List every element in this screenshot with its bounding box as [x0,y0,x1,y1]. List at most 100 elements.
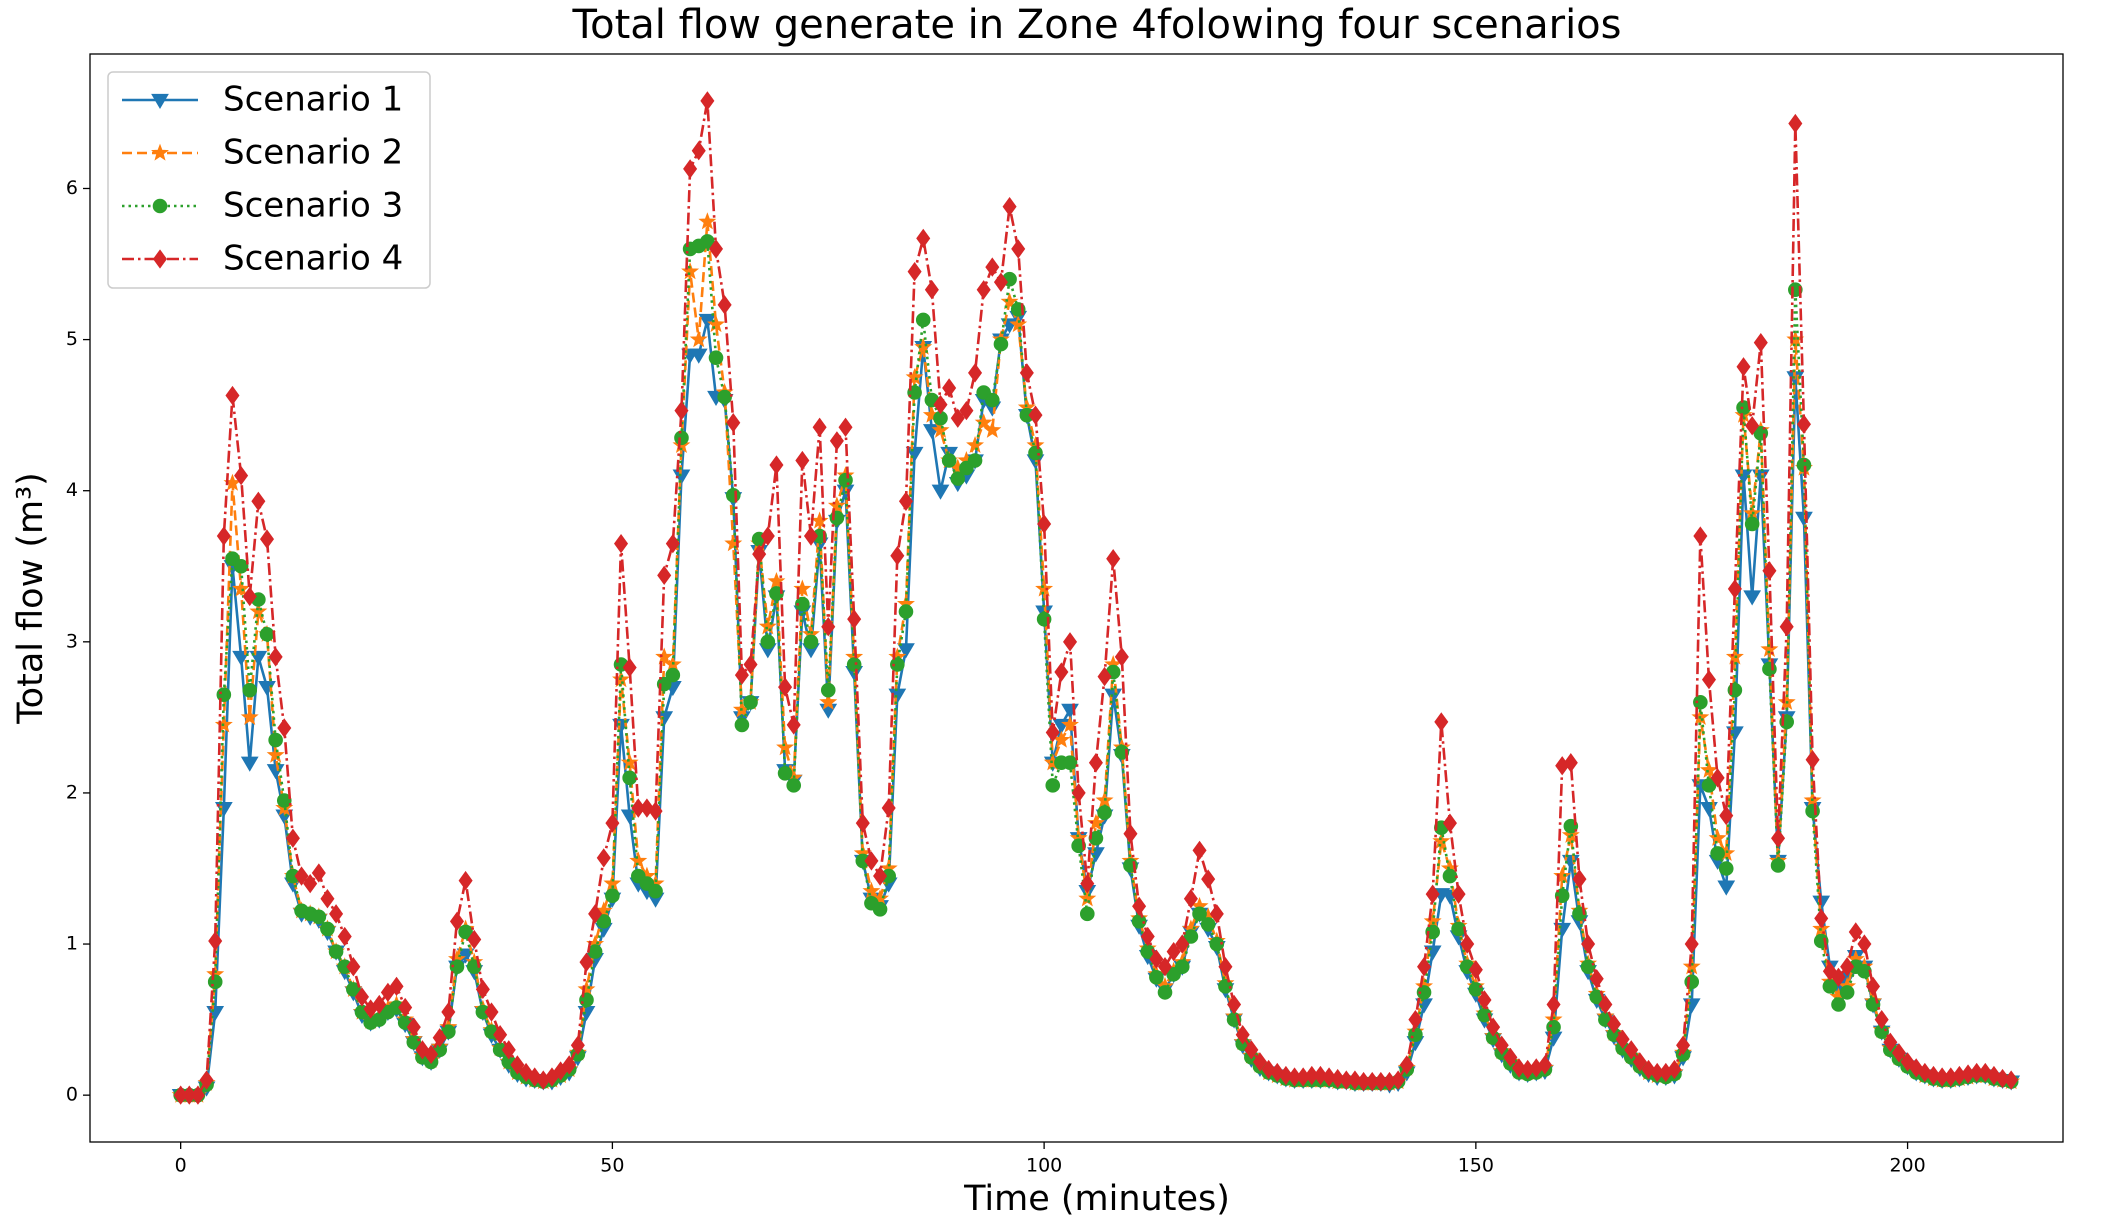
point [827,496,846,514]
point [1174,959,1190,975]
point [793,579,812,597]
point [1071,838,1086,854]
point [1546,994,1561,1015]
point [855,813,870,833]
point [1624,1040,1639,1060]
point [1157,985,1173,1000]
point [579,992,594,1008]
point [873,866,888,886]
point [665,667,681,683]
point [588,904,603,924]
point [249,602,268,620]
point [1708,828,1727,846]
point [1432,831,1451,849]
point [941,453,957,468]
point [1503,1047,1518,1068]
point [398,997,413,1018]
point [1347,1070,1362,1090]
chart-title: Total flow generate in Zone 4folowing fo… [571,2,1621,48]
point [1537,1055,1552,1075]
point [1045,722,1060,743]
point [933,394,948,415]
point [1753,332,1768,353]
point [2004,1070,2019,1090]
point [1434,712,1449,732]
point [1718,861,1734,876]
point [1035,579,1054,597]
y-tick-label: 0 [66,1084,78,1106]
point [346,982,361,997]
point [579,952,594,972]
point [406,1017,421,1037]
point [862,881,881,899]
point [1632,1052,1647,1072]
point [707,315,725,333]
point [1330,1068,1345,1089]
point [950,408,965,428]
point [268,732,283,748]
point [778,677,793,697]
point [328,944,344,959]
point [1322,1067,1337,1087]
point [1553,866,1572,884]
point [674,400,689,421]
legend-label: Scenario 3 [223,186,403,226]
point [674,430,689,446]
legend-label: Scenario 4 [223,239,403,279]
point [1926,1065,1941,1086]
point [1200,917,1216,932]
point [1494,1035,1509,1055]
point [1615,1029,1630,1049]
point [1788,113,1803,134]
point [1002,196,1017,217]
point [810,511,829,529]
point [259,529,275,549]
point [700,234,715,249]
point [1037,514,1052,534]
point [743,654,758,675]
point [767,571,786,590]
point [1149,949,1164,969]
point [614,533,629,554]
point [1598,994,1613,1015]
point [1000,292,1019,310]
point [1209,936,1225,952]
point [1701,669,1717,690]
point [1572,869,1587,889]
point [1209,904,1224,924]
point [216,526,231,546]
point [1831,997,1846,1012]
point [337,926,352,947]
point [760,526,775,546]
point [821,617,836,637]
point [1676,1035,1691,1055]
point [689,348,708,364]
point [1693,526,1708,546]
y-tick-label: 4 [66,479,78,501]
point [1442,813,1457,833]
point [354,987,370,1007]
point [285,828,300,848]
point [683,159,698,179]
point [819,692,838,710]
point [1693,694,1708,710]
legend: Scenario 1 Scenario 2 Scenario 3 Scenario 4 [107,71,431,289]
point [208,931,223,951]
point [724,534,743,552]
point [605,888,620,903]
point [1745,416,1760,436]
point [242,682,258,698]
point [1011,239,1026,259]
point [914,337,933,355]
point [905,367,924,386]
point [1736,357,1751,377]
point [1391,1070,1406,1090]
point [648,883,663,899]
point [1183,889,1198,909]
point [1762,661,1777,677]
point [441,1002,456,1022]
legend-label: Scenario 1 [223,80,403,120]
point [1717,880,1736,896]
point [232,579,251,597]
